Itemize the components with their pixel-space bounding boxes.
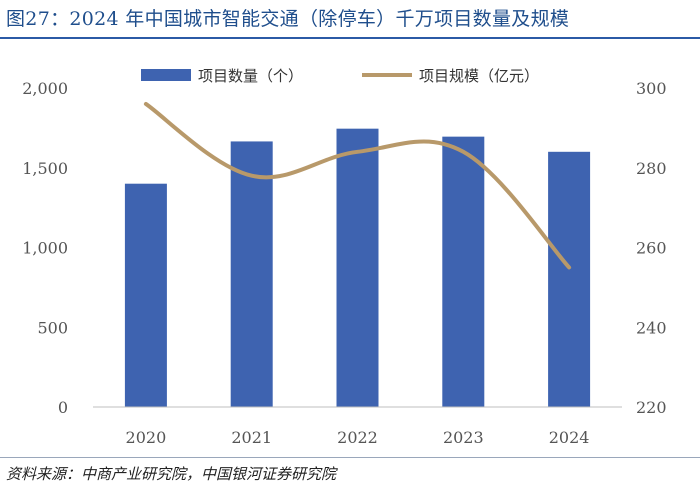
y-right-tick-label: 280 — [636, 159, 667, 178]
x-tick-label: 2021 — [231, 428, 272, 447]
y-right-tick-label: 300 — [636, 79, 667, 98]
source-divider — [0, 457, 700, 458]
title-divider — [0, 37, 700, 39]
chart-title: 图27：2024 年中国城市智能交通（除停车）千万项目数量及规模 — [6, 8, 570, 30]
y-left-tick-label: 0 — [58, 398, 68, 417]
y-left-tick-label: 2,000 — [22, 79, 68, 98]
y-left-tick-label: 1,000 — [22, 239, 68, 258]
legend: 项目数量（个） 项目规模（亿元） — [141, 67, 539, 85]
scale-line — [143, 101, 572, 270]
x-tick-label: 2023 — [443, 428, 484, 447]
chart: 项目数量（个） 项目规模（亿元） 0 500 1,000 1,500 2,000 220 2… — [22, 67, 666, 447]
y-right-tick-label: 220 — [636, 398, 667, 417]
x-tick-label: 2022 — [337, 428, 378, 447]
bar — [442, 136, 485, 407]
legend-bar-label: 项目数量（个） — [198, 67, 303, 85]
y-right-tick-label: 260 — [636, 239, 667, 258]
x-tick-label: 2020 — [126, 428, 167, 447]
bar — [230, 141, 273, 407]
y-left-tick-label: 500 — [37, 318, 68, 337]
y-left-tick-label: 1,500 — [22, 159, 68, 178]
legend-line-label: 项目规模（亿元） — [419, 67, 539, 85]
x-tick-label: 2024 — [549, 428, 590, 447]
bar — [124, 183, 167, 407]
source-note: 资料来源：中商产业研究院，中国银河证券研究院 — [6, 465, 337, 483]
legend-bar-swatch — [141, 69, 191, 81]
bar — [336, 128, 379, 408]
bar — [548, 151, 591, 407]
plot-area: 0 500 1,000 1,500 2,000 220 240 260 280 300 2020 20… — [22, 79, 666, 447]
y-right-tick-label: 240 — [636, 318, 667, 337]
